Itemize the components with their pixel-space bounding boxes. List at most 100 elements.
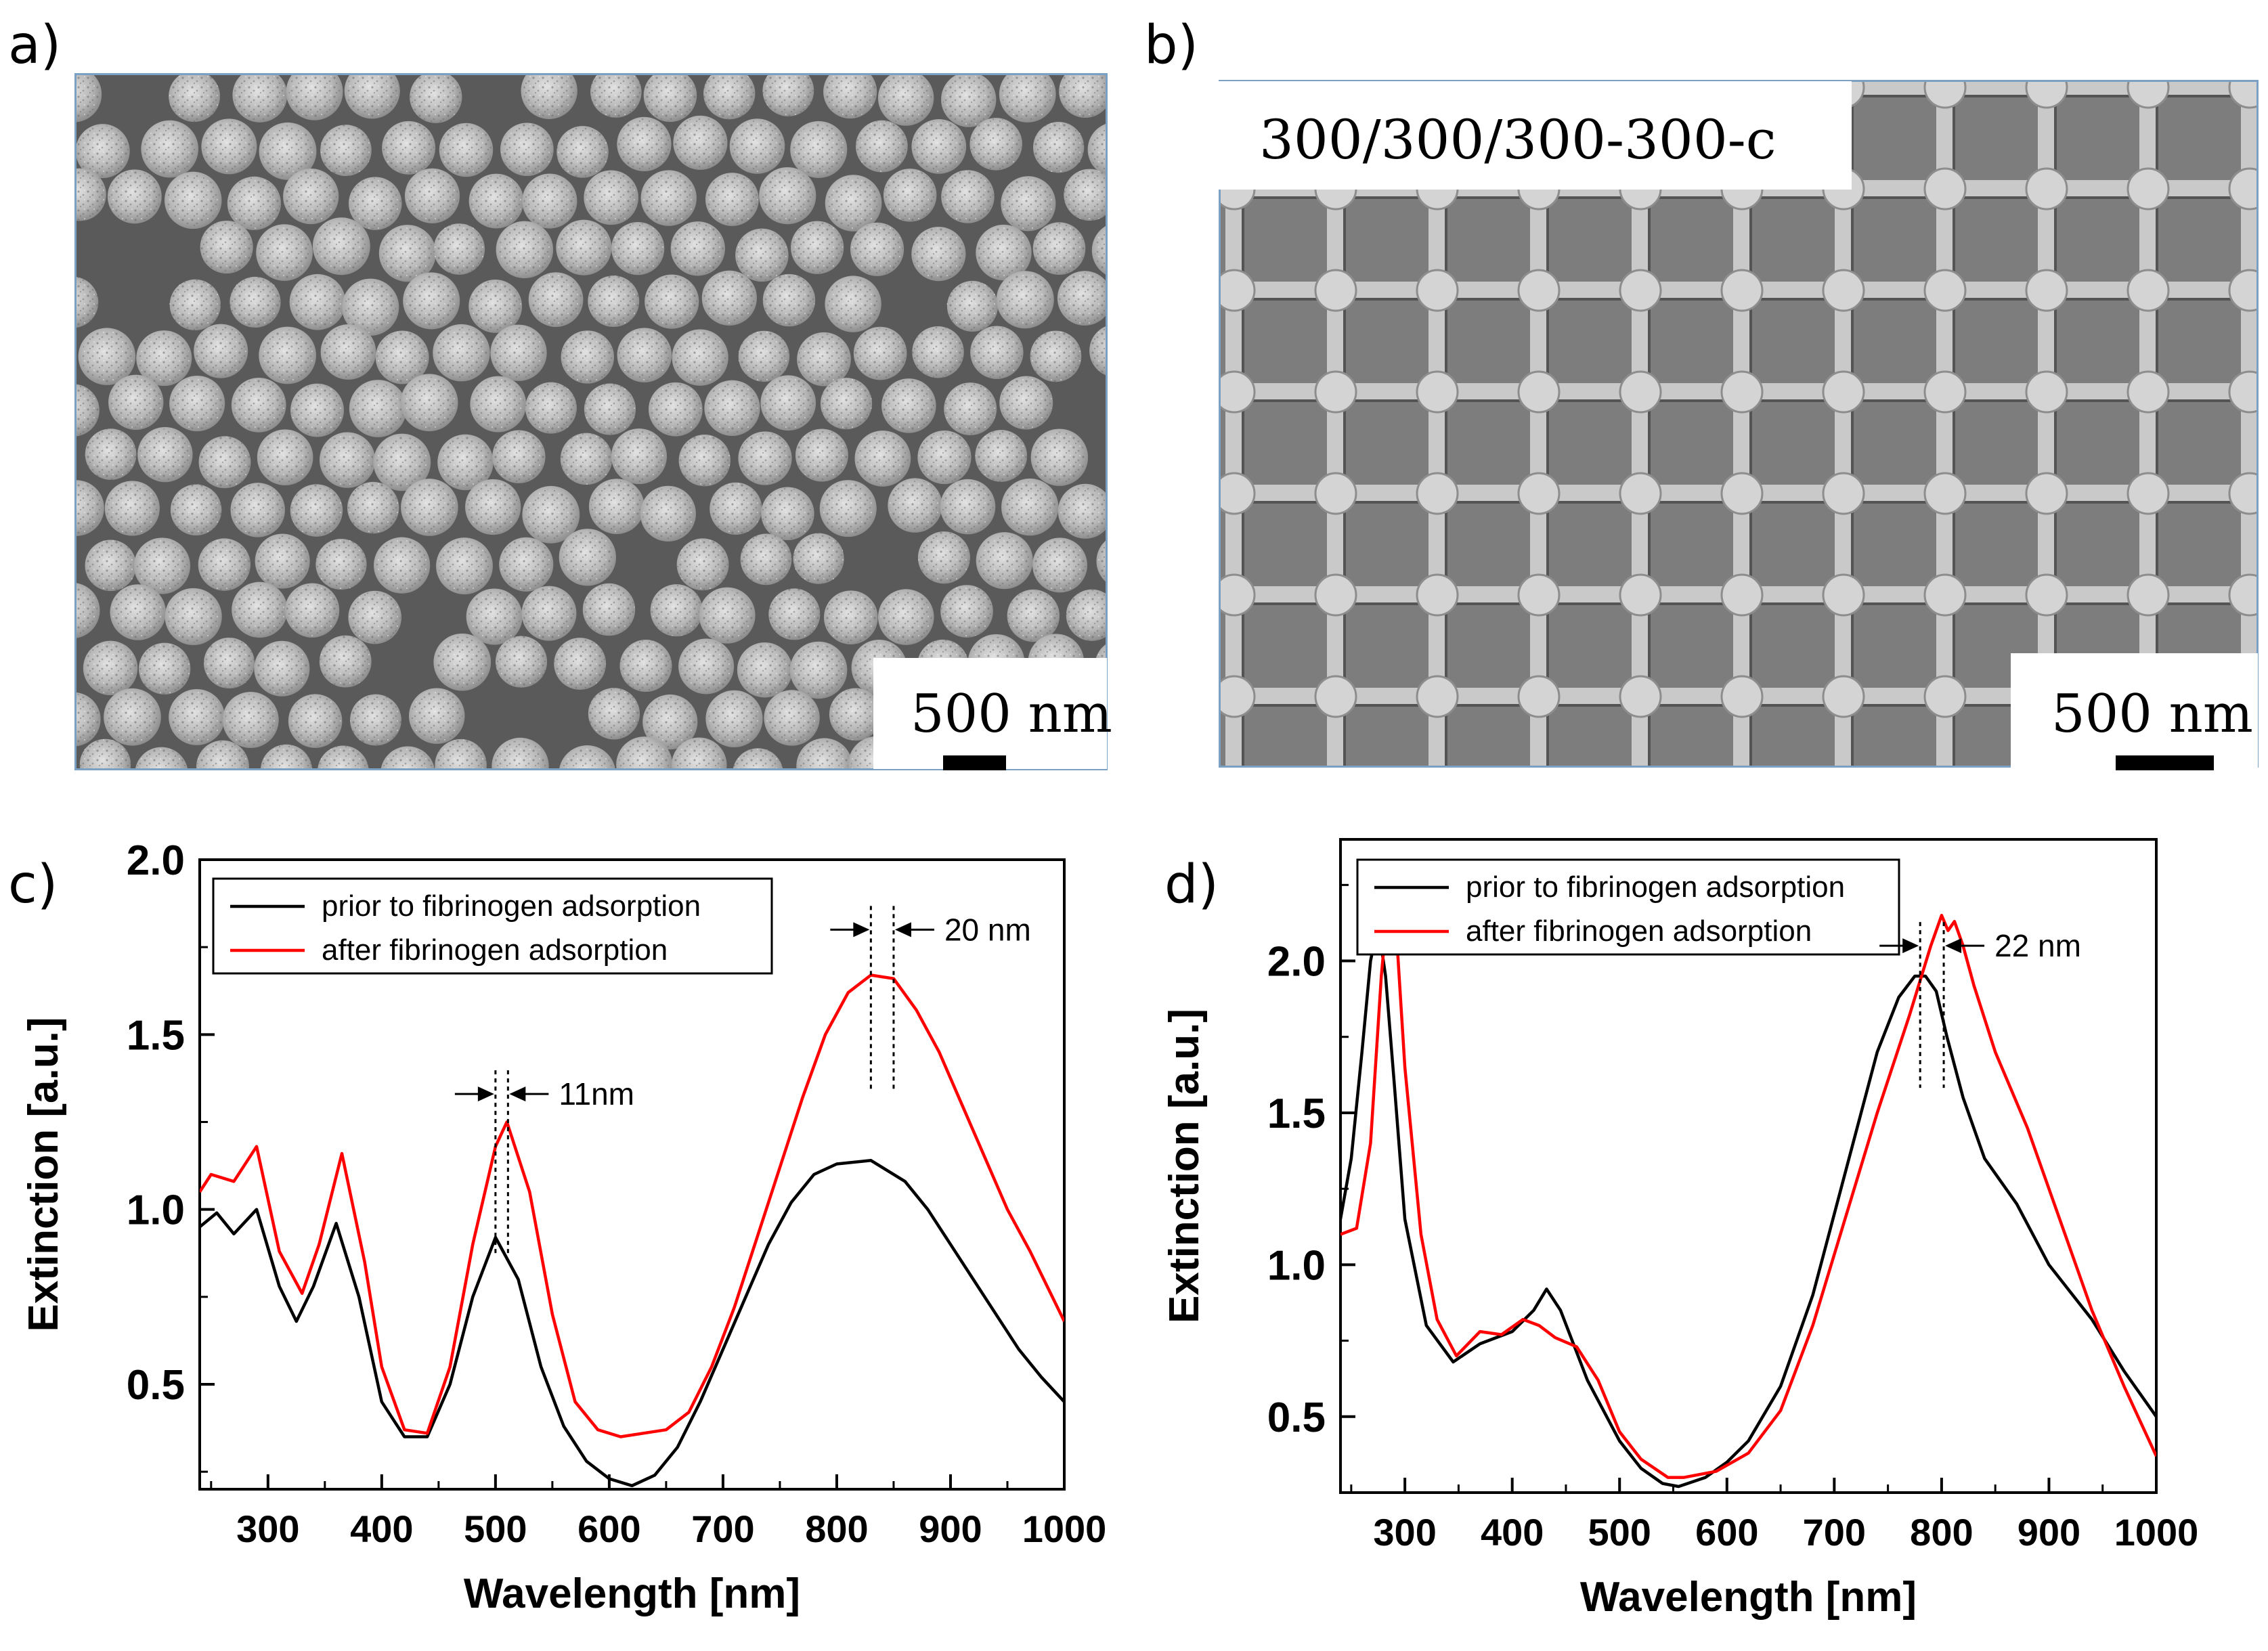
nanoparticle-texture [262,125,314,177]
nanoparticle-texture [975,430,1027,482]
x-tick-label: 300 [236,1507,299,1550]
sem-image-a [74,73,1108,770]
nanoparticle-texture [651,584,703,636]
legend-label: after fibrinogen adsorption [1466,915,1812,948]
nanoparticle-array-graphic [77,75,1106,768]
nanoparticle-texture [854,328,907,380]
legend-box [1356,858,1900,956]
lattice-node [1619,370,1662,414]
x-tick-label: 500 [464,1507,527,1550]
lattice-node [1923,573,1967,617]
lattice-node [1416,472,1459,515]
legend-label: prior to fibrinogen adsorption [1466,871,1845,904]
y-tick-label: 2.0 [127,837,185,884]
nanoparticle-texture [203,637,255,689]
shift-arrow-head [477,1086,494,1102]
nanoparticle-texture [736,229,788,281]
nanoparticle-texture [290,485,343,537]
nanoparticle-texture [703,75,756,120]
scale-bar-b [2116,755,2214,770]
lattice-node [1923,370,1967,414]
y-tick-label: 2.0 [1267,939,1326,986]
lattice-node [1619,675,1662,718]
lattice-node [1221,675,1256,718]
nanoparticle-texture [493,431,545,483]
plot-frame [198,858,1066,1491]
nanoparticle-texture [706,173,758,225]
nanoparticle-texture [139,642,191,695]
lattice-node [1822,675,1865,718]
plot-frame [1339,838,2158,1494]
nanoparticle-texture [167,174,219,226]
nanoparticle-texture [762,75,814,117]
y-axis-label: Extinction [a.u.] [1161,1009,1208,1323]
lattice-node [2127,167,2170,211]
nanoparticle-texture [136,540,188,592]
nanoparticle-texture [612,223,664,275]
x-tick-label: 800 [805,1507,868,1550]
nanoparticle-texture [77,169,106,221]
lattice-node [1619,472,1662,515]
lattice-node [2025,370,2068,414]
nanoparticle-texture [708,692,760,745]
lattice-bar-shadow [1953,82,1955,766]
lattice-node [1314,370,1357,414]
lattice-node [1720,269,1764,312]
nanoparticle-texture [1001,75,1053,120]
y-tick-label: 0.5 [127,1362,185,1409]
nanoparticle-texture [678,435,730,487]
nanoparticle-texture [435,327,487,379]
nanoparticle-texture [320,125,372,177]
nanoparticle-texture [523,75,575,117]
lattice-node [2025,573,2068,617]
lattice-node [2127,370,2170,414]
nanoparticle-texture [523,588,575,640]
nanoparticle-texture [345,281,397,333]
nanoparticle-texture [376,331,429,383]
nanoparticle-texture [376,436,428,488]
lattice-node [1720,573,1764,617]
nanoparticle-texture [646,276,698,328]
x-tick-label: 1000 [2114,1511,2199,1554]
nanoparticle-texture [225,694,277,746]
nanoparticle-texture [1064,169,1106,221]
nanoparticle-texture [289,695,341,747]
x-tick-label: 900 [2018,1511,2080,1554]
lattice-node [2228,82,2256,109]
nanoparticle-texture [673,739,725,768]
nanoparticle-texture [971,326,1023,378]
nanoparticle-texture [1060,75,1106,117]
nanoparticle-texture [493,327,545,379]
nanoparticle-texture [583,584,635,636]
lattice-node [1416,573,1459,617]
nanoparticle-texture [144,123,196,175]
panel-label-c: c) [8,854,58,915]
panel-label-a: a) [8,15,62,76]
nanoparticle-texture [171,691,223,743]
nanoparticle-texture [525,382,577,434]
nanoparticle-texture [1090,327,1106,374]
nanoparticle-texture [642,487,694,540]
nanoparticle-texture [883,380,935,432]
scale-bar-a [943,755,1006,770]
nanoparticle-texture [824,75,876,118]
series-line-after [200,973,1064,1438]
x-tick-label: 1000 [1022,1507,1107,1550]
nanoparticle-texture [561,433,613,485]
nanoparticle-texture [136,748,187,768]
lattice-node [1221,472,1256,515]
nanoparticle-texture [701,590,754,642]
nanoparticle-texture [762,487,814,540]
chart-d: 300 400 500 600 700 800 900 1000 0.5 1.0 1.5 2.0 Wav… [1161,838,2199,1621]
nanoparticle-texture [139,428,191,481]
nanoparticle-texture [703,272,756,324]
nanoparticle-texture [1030,330,1082,382]
nanoparticle-texture [229,276,281,328]
nanoparticle-texture [677,538,729,590]
nanoparticle-texture [827,278,879,330]
nanoparticle-texture [912,326,964,378]
scale-label-a: 500 nm [911,684,1112,745]
nanoparticle-texture [795,429,848,481]
shift-label: 11nm [559,1076,634,1111]
nanoparticle-texture [291,384,343,437]
